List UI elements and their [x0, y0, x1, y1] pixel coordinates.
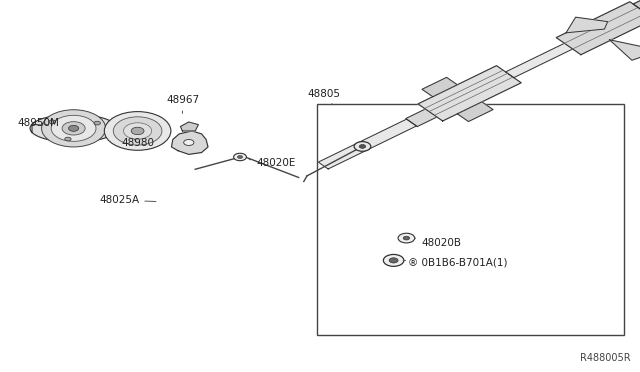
Circle shape [68, 125, 79, 131]
Circle shape [131, 127, 144, 135]
Polygon shape [172, 131, 208, 154]
Circle shape [62, 122, 85, 135]
Polygon shape [609, 40, 640, 60]
Circle shape [234, 153, 246, 161]
Circle shape [403, 236, 410, 240]
Circle shape [184, 140, 194, 145]
Circle shape [359, 145, 365, 148]
Circle shape [94, 121, 100, 125]
Text: 48020B: 48020B [415, 238, 461, 247]
Polygon shape [458, 102, 493, 122]
Circle shape [51, 115, 96, 141]
Polygon shape [318, 119, 417, 169]
Circle shape [65, 137, 71, 141]
Bar [317, 104, 624, 335]
Text: 48980: 48980 [122, 138, 155, 148]
Polygon shape [418, 66, 521, 121]
Text: R488005R: R488005R [580, 353, 630, 363]
Circle shape [389, 258, 398, 263]
Circle shape [104, 112, 171, 150]
Polygon shape [406, 85, 486, 126]
Text: 48025A: 48025A [99, 195, 156, 205]
Circle shape [49, 120, 55, 124]
Polygon shape [180, 122, 198, 131]
Circle shape [42, 110, 106, 147]
Text: 48020E: 48020E [249, 158, 296, 168]
Polygon shape [633, 0, 640, 17]
Polygon shape [506, 39, 582, 78]
Circle shape [383, 254, 404, 266]
Polygon shape [30, 115, 115, 142]
Circle shape [398, 233, 415, 243]
Text: 48967: 48967 [166, 96, 200, 113]
Text: ® 0B1B6-B701A(1): ® 0B1B6-B701A(1) [403, 257, 508, 267]
Polygon shape [566, 17, 607, 33]
Circle shape [124, 123, 152, 139]
Polygon shape [422, 77, 457, 97]
Polygon shape [556, 2, 640, 55]
Circle shape [354, 142, 371, 151]
Text: 48950M: 48950M [18, 118, 60, 128]
Circle shape [237, 155, 243, 158]
Circle shape [113, 117, 162, 145]
Text: 48805: 48805 [307, 89, 340, 105]
